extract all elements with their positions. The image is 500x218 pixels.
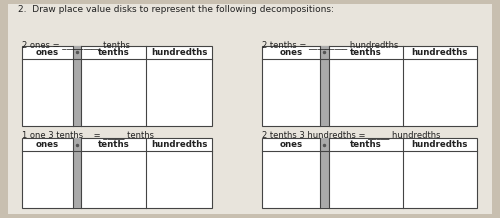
Text: ones: ones	[280, 140, 302, 149]
Text: 2.  Draw place value disks to represent the following decompositions:: 2. Draw place value disks to represent t…	[18, 5, 334, 14]
Text: tenths: tenths	[98, 48, 130, 57]
Text: hundredths: hundredths	[151, 140, 208, 149]
Bar	[262, 46, 477, 126]
Text: ones: ones	[36, 140, 59, 149]
Text: 2 tenths = _________ hundredths: 2 tenths = _________ hundredths	[262, 40, 398, 49]
Text: 2 ones = _________ tenths: 2 ones = _________ tenths	[22, 40, 130, 49]
Text: 2 tenths 3 hundredths = _____ hundredths: 2 tenths 3 hundredths = _____ hundredths	[262, 130, 440, 139]
Bar	[320, 138, 328, 208]
Text: ones: ones	[280, 48, 302, 57]
Bar	[22, 138, 212, 208]
Bar	[22, 46, 212, 126]
Text: hundredths: hundredths	[151, 48, 208, 57]
Text: ones: ones	[36, 48, 59, 57]
Bar	[320, 46, 328, 126]
Text: tenths: tenths	[98, 140, 130, 149]
Text: 1 one 3 tenths    = _____ tenths: 1 one 3 tenths = _____ tenths	[22, 130, 154, 139]
Text: tenths: tenths	[350, 48, 382, 57]
Text: hundredths: hundredths	[412, 48, 468, 57]
Bar	[262, 138, 477, 208]
Text: hundredths: hundredths	[412, 140, 468, 149]
Text: tenths: tenths	[350, 140, 382, 149]
Bar	[74, 46, 81, 126]
Bar	[74, 138, 81, 208]
